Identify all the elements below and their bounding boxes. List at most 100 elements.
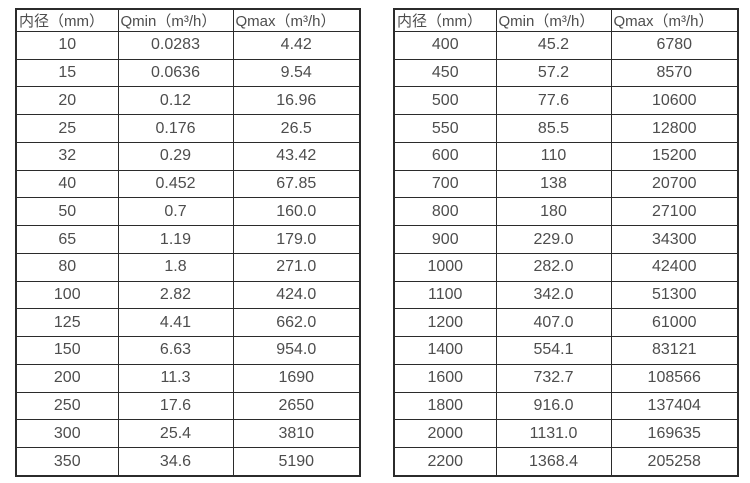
table-row: 300 25.4 3810 — [15, 419, 361, 449]
table-cell: 1800 — [393, 391, 497, 421]
table-cell: 20 — [15, 86, 119, 116]
table-row: 1200 407.0 61000 — [393, 308, 739, 338]
table-row: 900 229.0 34300 — [393, 225, 739, 254]
table-cell: 125 — [15, 308, 119, 338]
table-cell: 67.85 — [232, 169, 361, 199]
table-cell: 0.7 — [117, 197, 234, 227]
table-cell: 424.0 — [232, 280, 361, 310]
table-row: 600 110 15200 — [393, 141, 739, 171]
table-cell: 600 — [393, 141, 497, 171]
table-header-row: 内径（mm） Qmin（m³/h） Qmax（m³/h） — [15, 8, 361, 32]
column-header-diameter: 内径（mm） — [15, 8, 119, 32]
table-row: 500 77.6 10600 — [393, 86, 739, 116]
table-row: 80 1.8 271.0 — [15, 252, 361, 282]
table-cell: 450 — [393, 58, 497, 88]
table-cell: 42400 — [610, 252, 739, 282]
table-cell: 5190 — [232, 447, 361, 477]
table-cell: 26.5 — [232, 114, 361, 143]
table-cell: 11.3 — [117, 363, 234, 393]
table-row: 10 0.0283 4.42 — [15, 31, 361, 60]
table-cell: 2200 — [393, 447, 497, 477]
table-cell: 954.0 — [232, 336, 361, 365]
table-cell: 1200 — [393, 308, 497, 338]
column-header-qmax: Qmax（m³/h） — [232, 8, 361, 32]
table-cell: 25 — [15, 114, 119, 143]
table-row: 2000 1131.0 169635 — [393, 419, 739, 449]
table-cell: 662.0 — [232, 308, 361, 338]
table-cell: 160.0 — [232, 197, 361, 227]
table-cell: 0.12 — [117, 86, 234, 116]
table-cell: 205258 — [610, 447, 739, 477]
table-cell: 51300 — [610, 280, 739, 310]
table-cell: 916.0 — [495, 391, 612, 421]
table-cell: 1.8 — [117, 252, 234, 282]
table-row: 20 0.12 16.96 — [15, 86, 361, 116]
column-header-qmin: Qmin（m³/h） — [495, 8, 612, 32]
table-row: 50 0.7 160.0 — [15, 197, 361, 227]
table-cell: 342.0 — [495, 280, 612, 310]
table-row: 40 0.452 67.85 — [15, 169, 361, 199]
table-cell: 700 — [393, 169, 497, 199]
table-cell: 17.6 — [117, 391, 234, 421]
table-cell: 77.6 — [495, 86, 612, 116]
table-cell: 100 — [15, 280, 119, 310]
table-cell: 3810 — [232, 419, 361, 449]
table-cell: 6.63 — [117, 336, 234, 365]
table-row: 350 34.6 5190 — [15, 447, 361, 477]
table-cell: 179.0 — [232, 225, 361, 254]
table-row: 400 45.2 6780 — [393, 31, 739, 60]
table-cell: 800 — [393, 197, 497, 227]
table-cell: 1368.4 — [495, 447, 612, 477]
table-cell: 1131.0 — [495, 419, 612, 449]
table-cell: 1000 — [393, 252, 497, 282]
column-header-qmin: Qmin（m³/h） — [117, 8, 234, 32]
table-cell: 550 — [393, 114, 497, 143]
table-cell: 34.6 — [117, 447, 234, 477]
table-cell: 0.176 — [117, 114, 234, 143]
table-cell: 40 — [15, 169, 119, 199]
table-cell: 20700 — [610, 169, 739, 199]
table-cell: 4.42 — [232, 31, 361, 60]
table-cell: 0.29 — [117, 141, 234, 171]
table-row: 65 1.19 179.0 — [15, 225, 361, 254]
table-row: 32 0.29 43.42 — [15, 141, 361, 171]
table-cell: 10 — [15, 31, 119, 60]
table-cell: 6780 — [610, 31, 739, 60]
table-cell: 108566 — [610, 363, 739, 393]
table-cell: 1.19 — [117, 225, 234, 254]
table-cell: 4.41 — [117, 308, 234, 338]
table-cell: 8570 — [610, 58, 739, 88]
table-cell: 229.0 — [495, 225, 612, 254]
table-cell: 300 — [15, 419, 119, 449]
table-cell: 15200 — [610, 141, 739, 171]
table-cell: 0.0636 — [117, 58, 234, 88]
table-cell: 1400 — [393, 336, 497, 365]
table-cell: 554.1 — [495, 336, 612, 365]
table-cell: 2.82 — [117, 280, 234, 310]
table-cell: 180 — [495, 197, 612, 227]
table-cell: 1600 — [393, 363, 497, 393]
table-cell: 9.54 — [232, 58, 361, 88]
table-row: 1800 916.0 137404 — [393, 391, 739, 421]
table-cell: 138 — [495, 169, 612, 199]
table-cell: 2650 — [232, 391, 361, 421]
table-cell: 50 — [15, 197, 119, 227]
table-row: 1100 342.0 51300 — [393, 280, 739, 310]
table-row: 25 0.176 26.5 — [15, 114, 361, 143]
table-row: 1600 732.7 108566 — [393, 363, 739, 393]
table-body: 400 45.2 6780 450 57.2 8570 500 77.6 10600 550 85.… — [393, 31, 739, 477]
table-row: 700 138 20700 — [393, 169, 739, 199]
flow-spec-table-large-diameters: 内径（mm） Qmin（m³/h） Qmax（m³/h） 400 45.2 6780… — [393, 8, 739, 477]
table-row: 15 0.0636 9.54 — [15, 58, 361, 88]
table-row: 125 4.41 662.0 — [15, 308, 361, 338]
table-cell: 34300 — [610, 225, 739, 254]
table-cell: 400 — [393, 31, 497, 60]
table-cell: 1690 — [232, 363, 361, 393]
table-cell: 407.0 — [495, 308, 612, 338]
table-body: 10 0.0283 4.42 15 0.0636 9.54 20 0.12 16.96 25 0.1… — [15, 31, 361, 477]
table-row: 200 11.3 1690 — [15, 363, 361, 393]
table-row: 450 57.2 8570 — [393, 58, 739, 88]
table-cell: 10600 — [610, 86, 739, 116]
table-row: 150 6.63 954.0 — [15, 336, 361, 365]
